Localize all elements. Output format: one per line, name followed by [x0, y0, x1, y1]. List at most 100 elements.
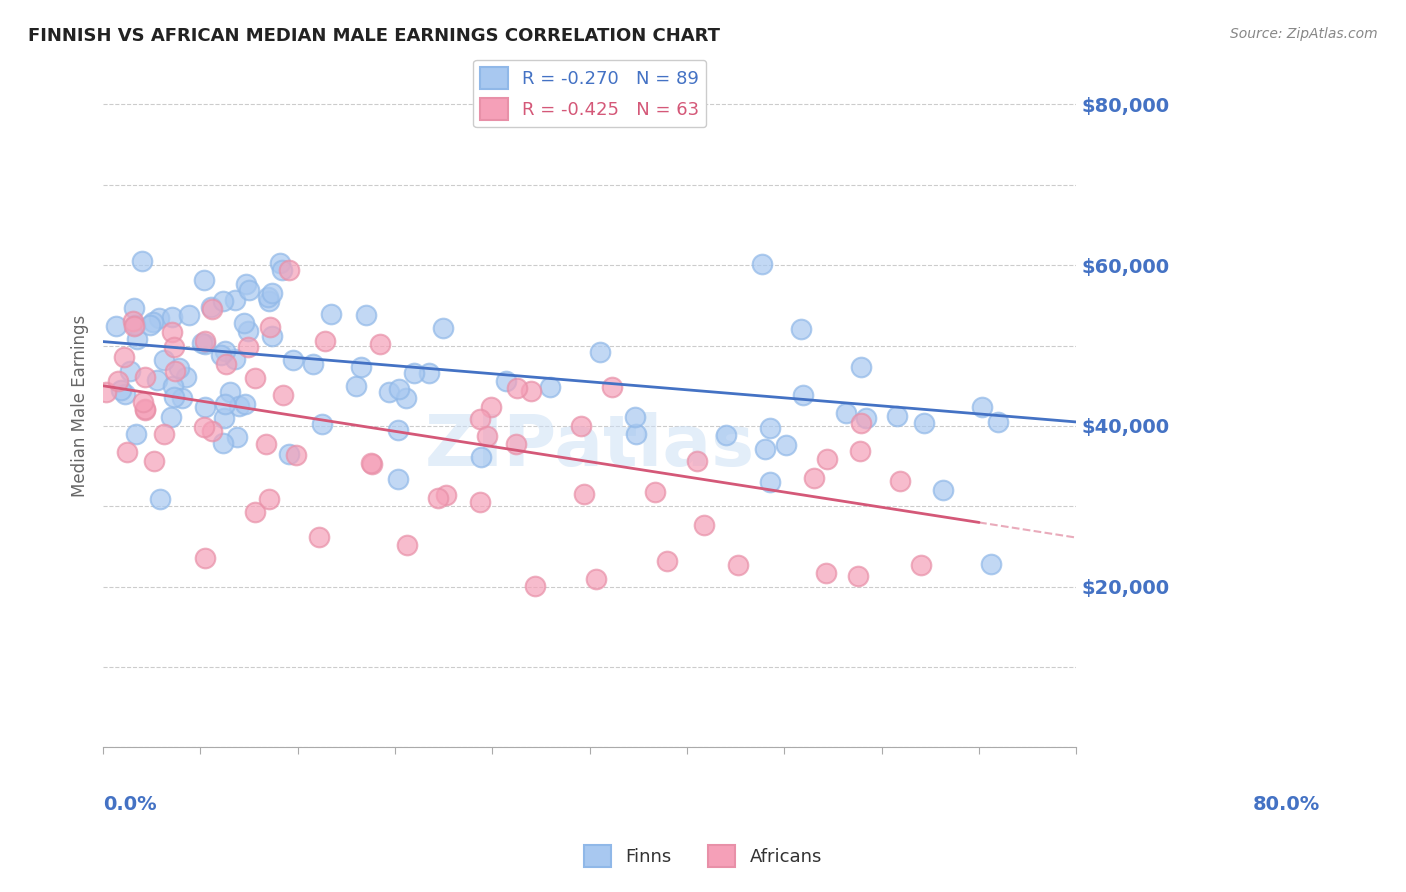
- Point: [235, 277, 257, 292]
- Point: [589, 345, 612, 359]
- Point: [395, 538, 418, 552]
- Point: [142, 315, 165, 329]
- Point: [468, 495, 491, 509]
- Point: [122, 301, 145, 316]
- Point: [224, 293, 246, 307]
- Point: [148, 310, 170, 325]
- Point: [302, 357, 325, 371]
- Point: [792, 388, 814, 402]
- Point: [257, 290, 280, 304]
- Point: [655, 553, 678, 567]
- Point: [110, 383, 132, 397]
- Text: ZIPatlas: ZIPatlas: [425, 412, 755, 482]
- Point: [387, 472, 409, 486]
- Point: [426, 491, 449, 505]
- Point: [308, 530, 330, 544]
- Point: [624, 427, 647, 442]
- Point: [105, 319, 128, 334]
- Point: [152, 427, 174, 442]
- Point: [257, 491, 280, 506]
- Point: [269, 255, 291, 269]
- Point: [259, 320, 281, 334]
- Point: [174, 370, 197, 384]
- Point: [693, 517, 716, 532]
- Point: [540, 380, 562, 394]
- Point: [495, 374, 517, 388]
- Point: [143, 454, 166, 468]
- Point: [520, 384, 543, 398]
- Point: [200, 301, 222, 315]
- Point: [849, 359, 872, 374]
- Point: [932, 483, 955, 498]
- Point: [624, 410, 647, 425]
- Text: Source: ZipAtlas.com: Source: ZipAtlas.com: [1230, 27, 1378, 41]
- Point: [281, 352, 304, 367]
- Point: [354, 309, 377, 323]
- Point: [162, 379, 184, 393]
- Point: [243, 371, 266, 385]
- Text: FINNISH VS AFRICAN MEDIAN MALE EARNINGS CORRELATION CHART: FINNISH VS AFRICAN MEDIAN MALE EARNINGS …: [28, 27, 720, 45]
- Point: [194, 334, 217, 349]
- Point: [214, 397, 236, 411]
- Point: [193, 273, 215, 287]
- Point: [191, 335, 214, 350]
- Point: [803, 471, 825, 485]
- Text: 80.0%: 80.0%: [1253, 796, 1320, 814]
- Point: [402, 366, 425, 380]
- Point: [194, 550, 217, 565]
- Point: [160, 325, 183, 339]
- Point: [912, 417, 935, 431]
- Point: [214, 358, 236, 372]
- Point: [314, 334, 336, 348]
- Point: [260, 329, 283, 343]
- Point: [585, 573, 607, 587]
- Point: [212, 293, 235, 308]
- Point: [233, 396, 256, 410]
- Point: [233, 316, 256, 330]
- Point: [344, 379, 367, 393]
- Point: [727, 558, 749, 573]
- Point: [790, 322, 813, 336]
- Point: [260, 286, 283, 301]
- Point: [886, 409, 908, 423]
- Point: [163, 364, 186, 378]
- Point: [131, 253, 153, 268]
- Point: [758, 475, 780, 490]
- Point: [285, 449, 308, 463]
- Point: [194, 337, 217, 351]
- Point: [201, 301, 224, 316]
- Point: [418, 366, 440, 380]
- Point: [311, 417, 333, 432]
- Point: [225, 430, 247, 444]
- Point: [889, 474, 911, 488]
- Point: [815, 451, 838, 466]
- Point: [112, 350, 135, 364]
- Point: [163, 340, 186, 354]
- Point: [851, 416, 873, 430]
- Point: [169, 361, 191, 376]
- Point: [177, 308, 200, 322]
- Point: [270, 263, 292, 277]
- Point: [212, 411, 235, 425]
- Point: [107, 374, 129, 388]
- Point: [114, 386, 136, 401]
- Point: [160, 409, 183, 424]
- Point: [153, 353, 176, 368]
- Point: [377, 384, 399, 399]
- Point: [163, 390, 186, 404]
- Point: [602, 379, 624, 393]
- Point: [751, 257, 773, 271]
- Point: [849, 444, 872, 458]
- Point: [434, 488, 457, 502]
- Point: [388, 382, 411, 396]
- Point: [257, 294, 280, 309]
- Point: [124, 318, 146, 332]
- Point: [835, 406, 858, 420]
- Point: [360, 456, 382, 470]
- Point: [271, 388, 294, 402]
- Point: [146, 372, 169, 386]
- Point: [139, 318, 162, 333]
- Point: [569, 419, 592, 434]
- Point: [848, 569, 870, 583]
- Point: [228, 399, 250, 413]
